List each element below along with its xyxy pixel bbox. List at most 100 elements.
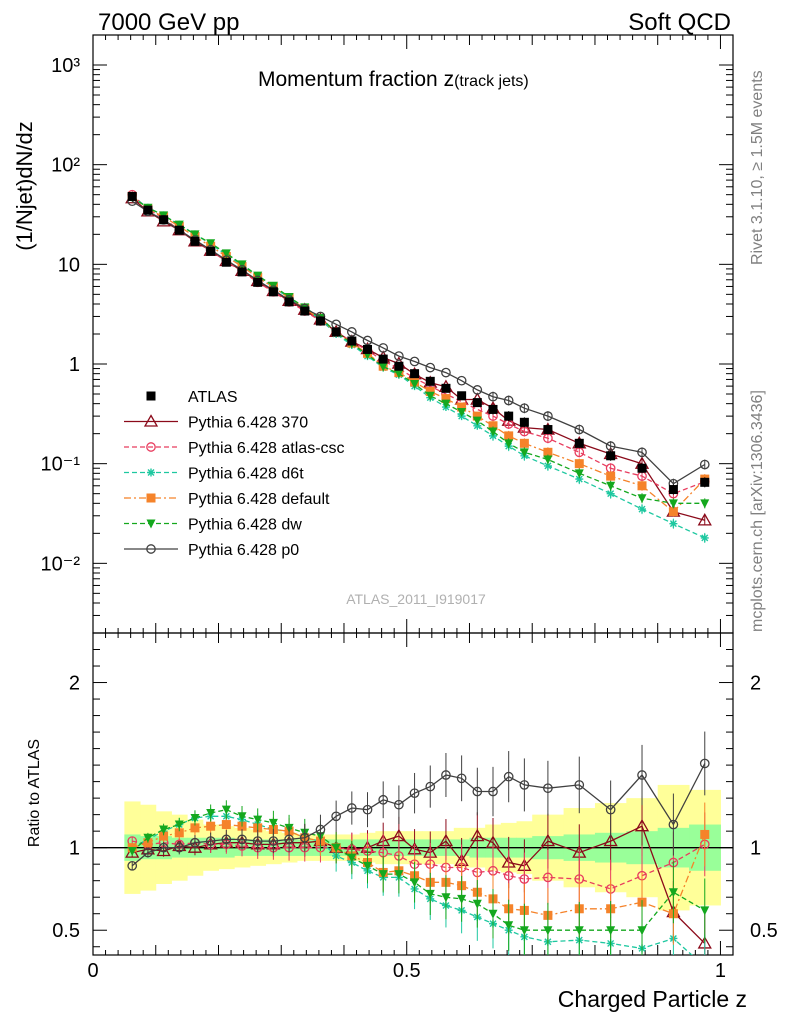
data-point <box>159 215 169 225</box>
data-point <box>268 287 278 297</box>
data-point <box>237 834 247 845</box>
legend-label: Pythia 6.428 dw <box>188 517 302 534</box>
data-point <box>300 306 310 316</box>
data-point <box>503 395 514 406</box>
data-point <box>488 391 498 402</box>
data-point <box>190 837 200 848</box>
data-point <box>605 804 616 815</box>
ratio-y-tick-label: 0.5 <box>52 920 80 942</box>
data-point <box>410 878 420 888</box>
data-point <box>543 425 553 435</box>
data-point <box>668 485 678 495</box>
data-point <box>603 833 618 847</box>
data-point <box>700 533 709 542</box>
data-point <box>488 427 498 437</box>
data-point <box>299 832 310 843</box>
legend-marker <box>143 414 159 427</box>
x-axis-label: Charged Particle z <box>558 986 747 1012</box>
data-point <box>394 799 404 810</box>
data-point <box>472 786 483 797</box>
data-point <box>174 820 184 830</box>
main-series-line <box>131 195 706 513</box>
data-point <box>206 239 216 249</box>
data-point <box>347 853 357 863</box>
data-point <box>700 906 710 916</box>
legend-marker <box>147 468 155 477</box>
data-point <box>574 459 584 469</box>
y-tick-label: 1 <box>69 354 80 376</box>
data-point <box>457 402 467 412</box>
data-point <box>504 431 514 441</box>
y-tick-label: 10² <box>51 155 80 177</box>
legend-marker <box>146 519 156 529</box>
ratio-frame <box>92 632 734 956</box>
data-point <box>543 447 553 457</box>
data-point <box>456 773 467 784</box>
data-point <box>378 354 388 364</box>
main-title: Momentum fraction z(track jets) <box>258 68 529 91</box>
data-point <box>699 459 710 470</box>
data-point <box>190 813 200 823</box>
x-tick-label: 0.5 <box>393 960 421 982</box>
data-point <box>253 815 263 825</box>
data-point <box>606 451 616 461</box>
data-point <box>378 343 389 353</box>
data-point <box>697 513 712 526</box>
ratio-y-tick-label-right: 2 <box>750 673 761 695</box>
y-tick-label: 10⁻² <box>41 553 81 575</box>
data-point <box>378 870 388 880</box>
data-point <box>127 191 137 201</box>
data-point <box>574 424 585 435</box>
data-point <box>701 963 709 971</box>
data-point <box>519 448 529 458</box>
data-point <box>143 847 153 858</box>
data-point <box>504 411 514 421</box>
data-point <box>574 780 585 790</box>
data-point <box>425 391 435 401</box>
data-point <box>394 361 404 371</box>
data-point <box>606 471 616 481</box>
data-point <box>472 398 482 408</box>
data-point <box>221 834 232 845</box>
data-point <box>637 494 647 504</box>
data-point <box>457 894 467 904</box>
data-point <box>638 505 647 514</box>
legend: ATLAS Pythia 6.428 370 Pythia 6.428 atlas-… <box>124 389 345 559</box>
data-point <box>543 872 553 883</box>
data-point <box>143 833 153 843</box>
data-point <box>441 394 451 404</box>
data-point <box>187 840 203 853</box>
data-point <box>503 771 514 782</box>
data-point <box>441 770 451 780</box>
data-point <box>457 391 467 401</box>
data-point <box>206 821 216 831</box>
data-point <box>190 230 200 240</box>
data-point <box>127 846 137 856</box>
data-point <box>456 375 467 386</box>
data-point <box>425 362 436 373</box>
data-point <box>637 463 647 473</box>
data-point <box>394 351 404 361</box>
data-point <box>425 781 436 792</box>
data-point <box>206 808 216 818</box>
data-point <box>346 327 357 337</box>
data-point <box>127 860 138 871</box>
data-point <box>425 889 435 899</box>
data-point <box>519 426 530 437</box>
data-point <box>488 404 498 414</box>
data-point <box>206 246 216 256</box>
data-point <box>637 481 647 491</box>
ratio-y-tick-label: 2 <box>69 673 80 695</box>
data-point <box>221 820 231 830</box>
data-point <box>472 385 483 395</box>
data-point <box>606 926 616 936</box>
data-point <box>205 836 216 846</box>
data-point <box>441 399 451 409</box>
data-point <box>472 411 482 421</box>
data-point <box>574 469 584 479</box>
data-point <box>700 477 710 487</box>
main-series-line <box>131 196 705 504</box>
data-point <box>472 416 482 426</box>
main-title-sub: (track jets) <box>454 73 529 90</box>
data-point <box>425 376 435 386</box>
